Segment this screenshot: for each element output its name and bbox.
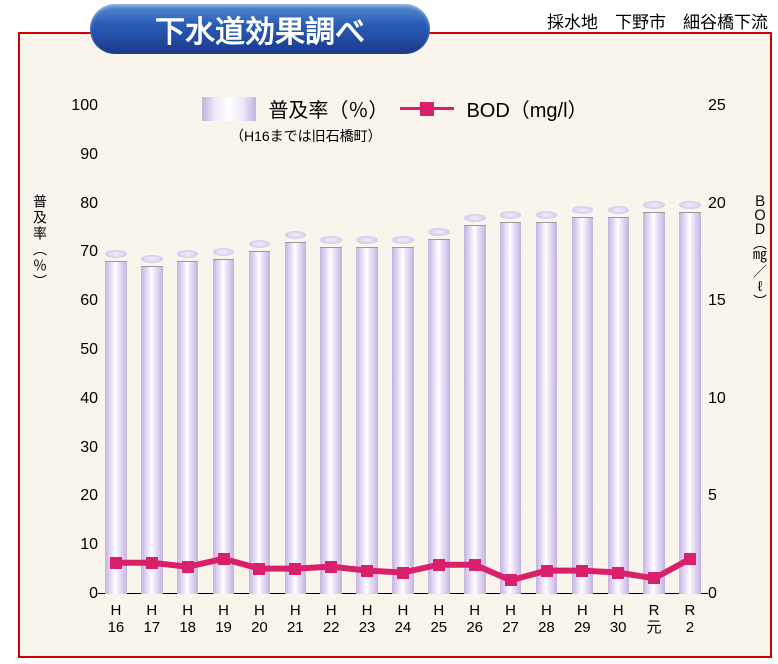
y-right-tick: 20 <box>708 195 758 213</box>
x-tick-label: H22 <box>313 602 349 648</box>
bar <box>421 106 457 594</box>
x-tick-label: H19 <box>206 602 242 648</box>
x-tick-label: R2 <box>672 602 708 648</box>
chart-frame: 普及率（％） BOD（mg/l） （H16までは旧石橋町） 普及率（％） ＢＯＤ… <box>18 32 772 658</box>
y-right-tick: 0 <box>708 585 758 603</box>
line-marker <box>505 574 517 586</box>
y-left-tick: 40 <box>48 390 98 408</box>
y-left-tick: 60 <box>48 292 98 310</box>
y-right-tick: 5 <box>708 487 758 505</box>
y-axis-left-title: 普及率（％） <box>30 194 50 290</box>
y-left-tick: 0 <box>48 585 98 603</box>
line-marker <box>325 561 337 573</box>
y-left-tick: 80 <box>48 195 98 213</box>
line-marker <box>576 565 588 577</box>
bar <box>206 106 242 594</box>
y-left-tick: 30 <box>48 439 98 457</box>
y-left-tick: 100 <box>48 97 98 115</box>
bar <box>277 106 313 594</box>
line-marker <box>469 559 481 571</box>
y-left-tick: 50 <box>48 341 98 359</box>
y-right-tick: 15 <box>708 292 758 310</box>
bar <box>564 106 600 594</box>
y-left-tick: 20 <box>48 487 98 505</box>
bar <box>529 106 565 594</box>
bar <box>457 106 493 594</box>
y-right-tick: 25 <box>708 97 758 115</box>
bar <box>349 106 385 594</box>
line-marker <box>182 561 194 573</box>
bar <box>170 106 206 594</box>
line-marker <box>146 557 158 569</box>
plot-area <box>98 106 708 594</box>
x-tick-label: R元 <box>636 602 672 648</box>
chart-title: 下水道効果調べ <box>90 4 430 54</box>
bar <box>672 106 708 594</box>
bar <box>600 106 636 594</box>
bar <box>134 106 170 594</box>
y-left-tick: 90 <box>48 146 98 164</box>
location-label: 採水地 下野市 細谷橋下流 <box>547 8 768 33</box>
x-tick-label: H23 <box>349 602 385 648</box>
y-right-tick: 10 <box>708 390 758 408</box>
bar <box>242 106 278 594</box>
line-marker <box>648 572 660 584</box>
x-tick-label: H29 <box>564 602 600 648</box>
x-tick-label: H26 <box>457 602 493 648</box>
line-marker <box>397 567 409 579</box>
line-marker <box>541 565 553 577</box>
line-marker <box>684 553 696 565</box>
x-tick-label: H30 <box>600 602 636 648</box>
chart-inner: 普及率（％） BOD（mg/l） （H16までは旧石橋町） 普及率（％） ＢＯＤ… <box>20 34 770 656</box>
line-marker <box>289 563 301 575</box>
x-tick-label: H21 <box>277 602 313 648</box>
x-tick-label: H27 <box>493 602 529 648</box>
root: 採水地 下野市 細谷橋下流 下水道効果調べ 普及率（％） BOD（mg/l） （… <box>0 0 778 664</box>
x-tick-label: H20 <box>242 602 278 648</box>
line-marker <box>253 563 265 575</box>
y-axis-left: 0102030405060708090100 <box>48 106 98 594</box>
x-tick-label: H18 <box>170 602 206 648</box>
bar <box>636 106 672 594</box>
line-marker <box>110 557 122 569</box>
x-tick-label: H17 <box>134 602 170 648</box>
line-marker <box>218 553 230 565</box>
line-marker <box>612 567 624 579</box>
line-marker <box>433 559 445 571</box>
y-left-tick: 70 <box>48 243 98 261</box>
bar <box>313 106 349 594</box>
bar <box>98 106 134 594</box>
y-left-tick: 10 <box>48 536 98 554</box>
x-tick-label: H25 <box>421 602 457 648</box>
x-tick-label: H28 <box>529 602 565 648</box>
line-marker <box>361 565 373 577</box>
bar <box>493 106 529 594</box>
bar <box>385 106 421 594</box>
y-axis-right: 0510152025 <box>708 106 758 594</box>
x-tick-label: H24 <box>385 602 421 648</box>
x-tick-label: H16 <box>98 602 134 648</box>
x-axis-labels: H16H17H18H19H20H21H22H23H24H25H26H27H28H… <box>98 602 708 648</box>
